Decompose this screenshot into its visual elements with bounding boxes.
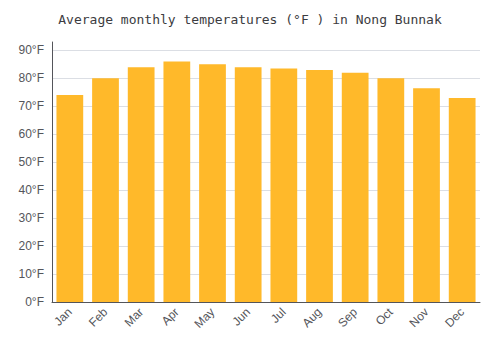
svg-text:Average monthly temperatures (: Average monthly temperatures (°F ) in No…: [58, 12, 442, 27]
svg-text:70°F: 70°F: [19, 99, 44, 113]
svg-text:Jan: Jan: [51, 305, 75, 329]
svg-text:80°F: 80°F: [19, 71, 44, 85]
svg-text:Sep: Sep: [335, 305, 360, 330]
svg-text:20°F: 20°F: [19, 239, 44, 253]
svg-text:May: May: [192, 305, 218, 331]
svg-text:Aug: Aug: [299, 305, 324, 330]
svg-text:Dec: Dec: [442, 305, 467, 330]
svg-text:10°F: 10°F: [19, 267, 44, 281]
svg-text:0°F: 0°F: [25, 295, 44, 309]
svg-text:90°F: 90°F: [19, 43, 44, 57]
svg-text:Jul: Jul: [268, 305, 289, 326]
svg-text:Jun: Jun: [230, 305, 254, 329]
svg-text:Nov: Nov: [406, 305, 431, 330]
svg-text:Mar: Mar: [122, 305, 147, 329]
svg-text:Oct: Oct: [373, 305, 397, 329]
svg-text:30°F: 30°F: [19, 211, 44, 225]
svg-text:40°F: 40°F: [19, 183, 44, 197]
svg-text:Apr: Apr: [159, 305, 182, 328]
svg-text:50°F: 50°F: [19, 155, 44, 169]
svg-text:60°F: 60°F: [19, 127, 44, 141]
svg-text:Feb: Feb: [86, 305, 111, 330]
